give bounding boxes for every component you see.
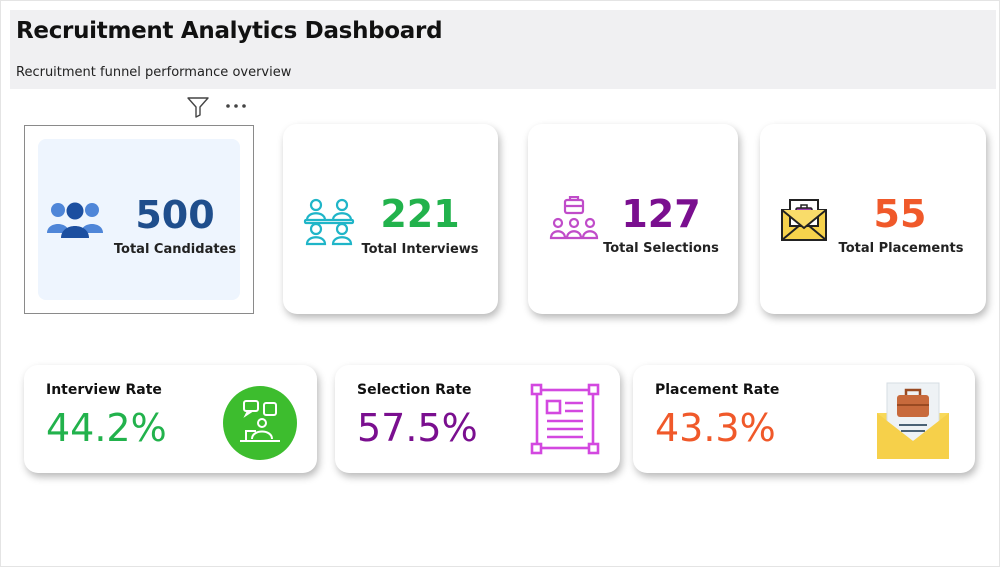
kpi-label: Total Interviews	[361, 242, 479, 257]
kpi-value: 55	[873, 192, 927, 236]
interview-group-icon	[303, 198, 355, 246]
page-title: Recruitment Analytics Dashboard	[16, 18, 443, 44]
rate-value: 44.2%	[46, 406, 167, 450]
page-subtitle: Recruitment funnel performance overview	[16, 65, 292, 80]
selection-team-icon	[549, 196, 599, 240]
rate-label: Placement Rate	[655, 382, 780, 398]
kpi-card-interviews[interactable]: 221 Total Interviews	[283, 124, 498, 314]
rate-value: 43.3%	[655, 406, 776, 450]
filter-icon[interactable]	[186, 96, 210, 118]
people-group-icon	[47, 202, 103, 238]
dashboard-header: Recruitment Analytics Dashboard Recruitm…	[10, 10, 996, 89]
kpi-card-candidates[interactable]: 500 Total Candidates	[24, 125, 254, 314]
kpi-value: 500	[135, 193, 215, 237]
more-options-icon[interactable]	[224, 102, 250, 110]
rate-value: 57.5%	[357, 406, 478, 450]
document-frame-icon	[530, 383, 600, 455]
rate-card-placement[interactable]: Placement Rate 43.3%	[633, 365, 975, 473]
kpi-value: 221	[380, 192, 460, 236]
kpi-label: Total Placements	[838, 241, 964, 256]
rate-card-interview[interactable]: Interview Rate 44.2%	[24, 365, 317, 473]
kpi-value: 127	[621, 192, 701, 236]
interview-chat-icon	[223, 386, 297, 460]
kpi-card-highlight	[38, 139, 240, 300]
kpi-label: Total Selections	[603, 241, 719, 256]
rate-card-selection[interactable]: Selection Rate 57.5%	[335, 365, 620, 473]
kpi-card-placements[interactable]: 55 Total Placements	[760, 124, 986, 314]
envelope-briefcase-icon	[877, 382, 949, 459]
kpi-label: Total Candidates	[113, 242, 237, 257]
rate-label: Selection Rate	[357, 382, 472, 398]
envelope-briefcase-icon	[781, 199, 827, 241]
kpi-card-selections[interactable]: 127 Total Selections	[528, 124, 738, 314]
rate-label: Interview Rate	[46, 382, 162, 398]
